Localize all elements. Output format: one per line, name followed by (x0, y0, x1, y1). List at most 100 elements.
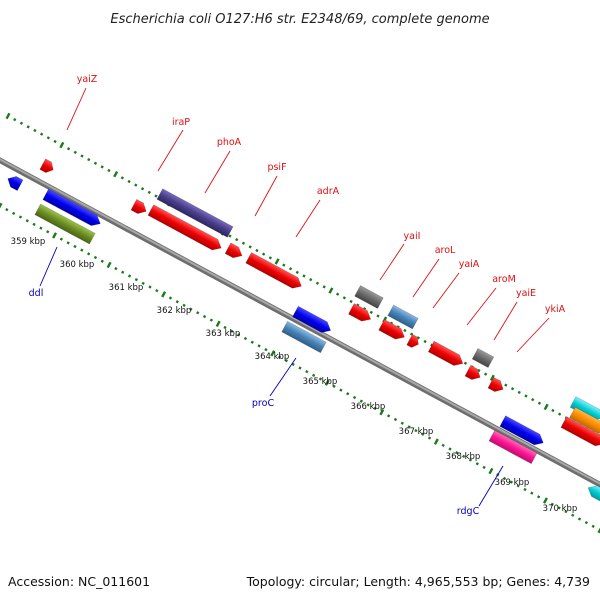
lower-tick (73, 244, 77, 249)
label-phoA-leader (204, 150, 231, 194)
upper-tick (46, 136, 50, 140)
gene-arrow-yaiA[interactable] (406, 333, 421, 349)
gene-arrow-phoA-upstream[interactable] (156, 188, 234, 238)
upper-tick (382, 316, 388, 323)
lower-tick (312, 373, 316, 377)
gene-features[interactable] (5, 158, 600, 502)
label-yaiZ-leader (66, 87, 87, 131)
upper-tick (26, 125, 30, 129)
label-proC: proC (252, 398, 275, 409)
gene-arrow-yaiE[interactable] (471, 348, 495, 368)
gene-arrow[interactable] (464, 364, 483, 382)
upper-tick (342, 296, 346, 300)
gene-arrow[interactable] (569, 406, 600, 437)
lower-tick (223, 325, 227, 330)
upper-tick (87, 158, 91, 162)
gene-arrow-yaiI[interactable] (354, 285, 384, 309)
label-leaders (39, 87, 550, 507)
upper-tick (349, 299, 353, 304)
lower-tick (270, 350, 276, 357)
label-aroM-leader (466, 287, 497, 326)
label-yaiI: yaiI (404, 231, 421, 242)
upper-tick (120, 176, 124, 180)
lower-tick (52, 232, 58, 239)
gene-arrow-ddl[interactable] (34, 203, 96, 245)
label-rdgC-leader (478, 465, 504, 507)
lower-tick (441, 443, 445, 447)
gene-arrow-aroL[interactable] (387, 304, 419, 330)
lower-tick (433, 438, 439, 445)
upper-tick (524, 394, 528, 398)
gene-arrow[interactable] (378, 319, 408, 343)
lower-tick (488, 467, 494, 475)
lower-tick (18, 215, 23, 219)
coordinate-label: 362 kbp (157, 306, 192, 316)
gene-arrow[interactable] (499, 415, 546, 448)
label-yaiE: yaiE (516, 288, 536, 299)
gene-arrow[interactable] (569, 396, 600, 424)
lower-tick (557, 506, 561, 510)
lower-tick (502, 476, 507, 481)
gene-arrow-phoA[interactable] (147, 204, 224, 254)
gene-arrow-ykiA[interactable] (487, 376, 506, 394)
label-phoA: phoA (217, 137, 242, 148)
lower-tick (209, 318, 213, 322)
lower-tick (257, 344, 261, 348)
lower-tick (202, 314, 207, 319)
upper-tick (376, 314, 380, 318)
coordinate-label: 365 kbp (303, 377, 338, 387)
label-iraP: iraP (172, 117, 190, 128)
lower-tick (482, 465, 486, 470)
upper-tick (80, 154, 84, 158)
gene-arrow[interactable] (348, 303, 373, 324)
gene-arrow-aroM[interactable] (427, 340, 465, 369)
upper-tick (113, 170, 119, 178)
gene-arrow[interactable] (42, 188, 103, 229)
lower-tick (284, 359, 288, 363)
upper-tick (288, 267, 293, 271)
gene-arrow[interactable] (585, 482, 600, 502)
lower-tick (141, 281, 145, 285)
gene-arrow[interactable] (292, 305, 334, 336)
lower-tick (571, 513, 575, 517)
lower-tick (80, 248, 84, 252)
lower-tick (189, 307, 193, 311)
upper-tick (315, 281, 320, 285)
label-ddl-leader (39, 246, 58, 287)
upper-tick (134, 183, 138, 187)
label-aroL-leader (412, 258, 440, 298)
lower-tick (537, 495, 541, 499)
coordinate-label: 368 kbp (446, 452, 481, 462)
lower-tick (387, 414, 391, 418)
gene-arrow-psiF[interactable] (224, 242, 245, 261)
gene-arrow-ddl-partner[interactable] (5, 173, 24, 192)
lower-tick (339, 388, 343, 392)
upper-tick (100, 165, 104, 169)
gene-arrow-rdgC[interactable] (488, 429, 538, 465)
lower-tick (0, 202, 3, 210)
gene-arrow-yaiZ[interactable] (39, 158, 56, 175)
lower-tick (134, 278, 138, 282)
lower-tick (591, 524, 595, 528)
lower-tick (250, 340, 254, 344)
lower-tick (243, 336, 248, 341)
gene-arrow-proC[interactable] (281, 320, 327, 354)
lower-tick (148, 285, 152, 289)
upper-tick (336, 292, 340, 296)
upper-tick (235, 238, 239, 242)
lower-tick (237, 333, 241, 337)
gene-arrow-adrA[interactable] (245, 252, 305, 291)
upper-tick (268, 256, 272, 260)
label-rdgC: rdgC (457, 506, 480, 517)
gene-arrow-iraP[interactable] (130, 198, 149, 216)
lower-tick (346, 392, 350, 396)
lower-tick (379, 408, 385, 416)
lower-tick (523, 487, 527, 492)
upper-tick (127, 179, 131, 184)
upper-tick (107, 168, 111, 173)
genome-backbone (0, 157, 600, 488)
lower-tick (182, 303, 186, 308)
lower-tick (393, 417, 398, 422)
